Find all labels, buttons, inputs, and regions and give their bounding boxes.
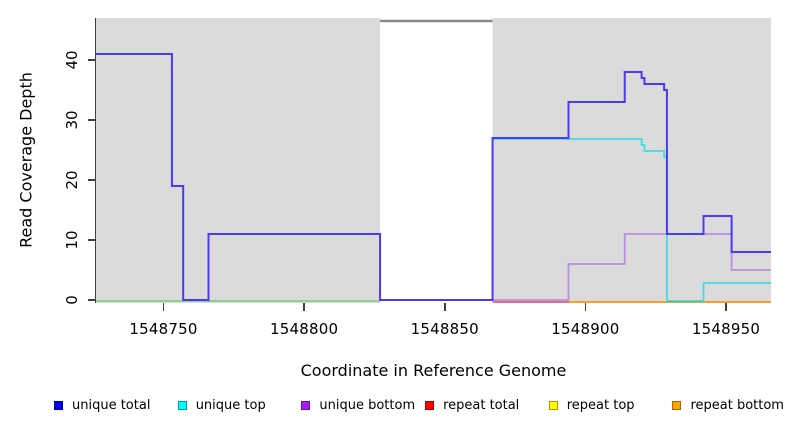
legend-item: repeat bottom [672,398,784,413]
legend-item: unique total [54,398,178,413]
legend-label: unique total [72,398,151,413]
plot-area [96,18,771,303]
legend-item: repeat top [548,398,673,413]
legend-label: repeat top [566,398,635,413]
legend-swatch-icon [54,401,63,410]
y-tick-mark [88,239,96,241]
legend-swatch-icon [425,401,435,410]
x-tick-label: 1548850 [410,320,479,338]
x-tick-label: 1548800 [270,320,339,338]
x-tick-label: 1548750 [129,320,198,338]
x-axis-title: Coordinate in Reference Genome [300,361,567,380]
coverage-plot-svg [96,18,771,303]
y-tick-label: 20 [63,170,81,190]
y-tick-label: 30 [63,110,81,130]
series-unique-bottom-line [492,233,771,301]
y-axis-line [94,18,96,303]
x-tick-mark [303,303,305,311]
legend-item: unique top [177,398,302,413]
x-tick-label: 1548900 [551,320,620,338]
x-tick-mark [725,303,727,311]
legend-label: repeat total [443,398,520,413]
legend-label: unique bottom [319,398,416,413]
series-unique-top-line [492,138,771,302]
y-tick-label: 10 [63,230,81,250]
legend-label: unique top [195,398,266,413]
x-tick-label: 1548950 [691,320,761,338]
legend-item: repeat total [425,398,549,413]
y-tick-label: 40 [63,50,81,70]
series-unique-total-line [96,53,771,301]
x-tick-mark [584,303,587,311]
masked-region [380,18,493,303]
legend-swatch-icon [548,401,558,410]
legend-swatch-icon [177,401,187,410]
legend-swatch-icon [301,401,311,410]
y-axis-title: Read Coverage Depth [16,72,36,248]
legend: unique total unique top unique bottom repea… [54,398,784,413]
legend-swatch-icon [672,401,682,410]
x-tick-mark [162,303,165,311]
x-tick-mark [444,303,446,311]
y-tick-mark [88,299,96,301]
y-tick-mark [88,179,96,181]
legend-item: unique bottom [301,398,425,413]
y-tick-mark [88,59,96,61]
legend-label: repeat bottom [690,398,784,413]
y-tick-label: 0 [63,295,81,305]
y-tick-mark [88,119,96,121]
